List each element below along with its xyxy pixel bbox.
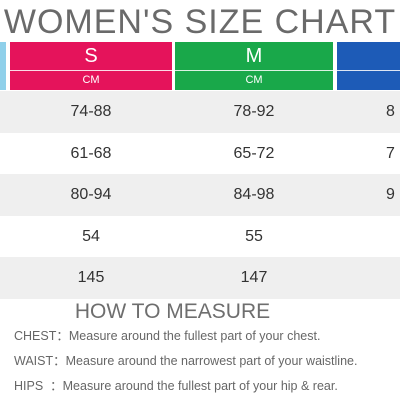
- cell-m: 65-72: [233, 144, 275, 162]
- measure-separator: ：: [56, 329, 69, 343]
- measure-text: Measure around the narrowest part of you…: [65, 354, 358, 368]
- cell-s: 54: [82, 227, 100, 245]
- measure-chest: CHEST：Measure around the fullest part of…: [14, 328, 320, 344]
- size-header-s: S CM: [10, 42, 172, 90]
- table-row: 80-94 84-98 9: [0, 174, 400, 216]
- measure-text: Measure around the fullest part of your …: [68, 329, 321, 343]
- cell-l: 7: [386, 144, 395, 162]
- cell-l: [386, 216, 400, 258]
- cell-s: 80-94: [70, 186, 112, 204]
- cell-l: [386, 257, 400, 299]
- cell-s: 61-68: [70, 144, 112, 162]
- size-label-l: [337, 42, 400, 70]
- cell-m: 78-92: [233, 103, 275, 120]
- measure-waist: WAIST：Measure around the narrowest part …: [14, 353, 357, 369]
- measure-label: WAIST: [14, 354, 54, 368]
- measure-text: Measure around the fullest part of your …: [62, 379, 338, 393]
- cell-l: 8: [386, 103, 395, 120]
- table-row: 61-68 65-72 7: [0, 132, 400, 175]
- size-unit-s: CM: [10, 70, 172, 90]
- measure-label: HIPS: [14, 379, 44, 393]
- table-row: 145 147: [0, 257, 400, 299]
- how-to-measure-heading: HOW TO MEASURE: [74, 300, 271, 323]
- cell-l: 9: [386, 186, 395, 204]
- size-header-l: [337, 42, 400, 90]
- size-table: 74-88 78-92 8 61-68 65-72 7 80-94 84-98 …: [0, 91, 400, 299]
- measure-label: CHEST: [14, 329, 57, 343]
- cell-m: 147: [240, 269, 268, 287]
- cell-s: 74-88: [70, 103, 112, 120]
- table-row: 54 55: [0, 215, 400, 258]
- size-unit-l: [337, 70, 400, 90]
- cell-m: 55: [245, 227, 263, 245]
- size-label-s: S: [10, 42, 172, 70]
- size-unit-m: CM: [175, 70, 333, 90]
- measure-hips: HIPS ：Measure around the fullest part of…: [14, 378, 338, 394]
- measure-separator: ：: [43, 379, 63, 393]
- cell-s: 145: [77, 269, 105, 287]
- size-label-m: M: [175, 42, 333, 70]
- page-title: WOMEN'S SIZE CHART: [3, 3, 397, 41]
- table-row: 74-88 78-92 8: [0, 91, 400, 133]
- size-header-m: M CM: [175, 42, 333, 90]
- left-column-header-edge: [0, 42, 6, 90]
- cell-m: 84-98: [233, 186, 275, 204]
- measure-separator: ：: [53, 354, 66, 368]
